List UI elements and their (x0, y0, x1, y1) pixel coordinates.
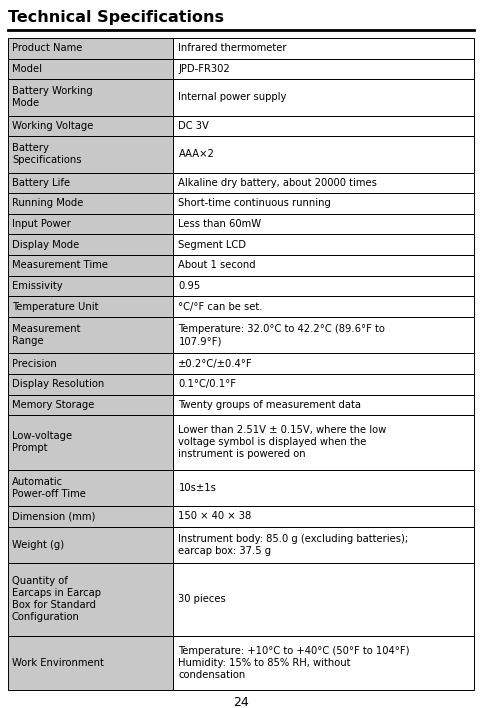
Bar (174, 527, 474, 563)
Bar (174, 193, 474, 214)
Bar (8, 374, 174, 394)
Text: Dimension (mm): Dimension (mm) (12, 511, 95, 521)
Text: Battery Working
Mode: Battery Working Mode (12, 86, 93, 108)
Bar (174, 353, 474, 374)
Bar (174, 234, 474, 255)
Bar (174, 255, 474, 275)
Text: Lower than 2.51V ± 0.15V, where the low
voltage symbol is displayed when the
ins: Lower than 2.51V ± 0.15V, where the low … (178, 426, 387, 459)
Text: AAA×2: AAA×2 (178, 149, 214, 159)
Bar (8, 38, 174, 59)
Text: Display Resolution: Display Resolution (12, 379, 104, 389)
Text: Quantity of
Earcaps in Earcap
Box for Standard
Configuration: Quantity of Earcaps in Earcap Box for St… (12, 576, 101, 622)
Text: Working Voltage: Working Voltage (12, 121, 94, 131)
Bar (174, 317, 474, 353)
Text: 0.95: 0.95 (178, 281, 201, 291)
Text: JPD-FR302: JPD-FR302 (178, 64, 230, 74)
Bar (8, 234, 174, 255)
Bar (174, 563, 474, 636)
Bar (8, 275, 174, 297)
Bar (174, 115, 474, 136)
Text: Segment LCD: Segment LCD (178, 240, 246, 250)
Text: Model: Model (12, 64, 42, 74)
Bar (8, 79, 174, 115)
Bar (8, 136, 174, 173)
Bar (8, 173, 174, 193)
Text: Infrared thermometer: Infrared thermometer (178, 43, 287, 53)
Bar (8, 394, 174, 415)
Text: 24: 24 (233, 697, 249, 708)
Text: Twenty groups of measurement data: Twenty groups of measurement data (178, 400, 362, 410)
Text: Temperature: 32.0°C to 42.2°C (89.6°F to
107.9°F): Temperature: 32.0°C to 42.2°C (89.6°F to… (178, 324, 385, 346)
Bar (174, 173, 474, 193)
Bar (8, 563, 174, 636)
Text: Temperature: +10°C to +40°C (50°F to 104°F)
Humidity: 15% to 85% RH, without
con: Temperature: +10°C to +40°C (50°F to 104… (178, 646, 410, 680)
Bar (174, 136, 474, 173)
Text: Internal power supply: Internal power supply (178, 93, 287, 103)
Bar (8, 297, 174, 317)
Bar (174, 38, 474, 59)
Text: Running Mode: Running Mode (12, 198, 83, 208)
Text: ±0.2°C/±0.4°F: ±0.2°C/±0.4°F (178, 358, 253, 369)
Text: °C/°F can be set.: °C/°F can be set. (178, 302, 263, 312)
Text: Work Environment: Work Environment (12, 658, 104, 668)
Text: DC 3V: DC 3V (178, 121, 209, 131)
Bar (8, 527, 174, 563)
Bar (8, 115, 174, 136)
Bar (174, 297, 474, 317)
Text: Battery
Specifications: Battery Specifications (12, 143, 81, 166)
Bar (174, 394, 474, 415)
Bar (174, 415, 474, 469)
Bar (8, 193, 174, 214)
Text: Battery Life: Battery Life (12, 178, 70, 188)
Bar (8, 255, 174, 275)
Bar (174, 214, 474, 234)
Bar (174, 374, 474, 394)
Text: Low-voltage
Prompt: Low-voltage Prompt (12, 431, 72, 453)
Text: Emissivity: Emissivity (12, 281, 63, 291)
Text: Precision: Precision (12, 358, 57, 369)
Bar (8, 317, 174, 353)
Bar (174, 506, 474, 527)
Bar (8, 415, 174, 469)
Text: Automatic
Power-off Time: Automatic Power-off Time (12, 476, 86, 499)
Bar (174, 59, 474, 79)
Bar (8, 353, 174, 374)
Text: Technical Specifications: Technical Specifications (8, 10, 224, 25)
Text: Display Mode: Display Mode (12, 240, 79, 250)
Text: Instrument body: 85.0 g (excluding batteries);
earcap box: 37.5 g: Instrument body: 85.0 g (excluding batte… (178, 534, 409, 556)
Bar (174, 79, 474, 115)
Text: Measurement Time: Measurement Time (12, 261, 108, 270)
Bar (8, 506, 174, 527)
Text: Product Name: Product Name (12, 43, 82, 53)
Text: Temperature Unit: Temperature Unit (12, 302, 98, 312)
Text: Alkaline dry battery, about 20000 times: Alkaline dry battery, about 20000 times (178, 178, 377, 188)
Text: Memory Storage: Memory Storage (12, 400, 94, 410)
Text: 10s±1s: 10s±1s (178, 483, 216, 493)
Bar (8, 214, 174, 234)
Text: 30 pieces: 30 pieces (178, 594, 226, 604)
Bar (174, 275, 474, 297)
Text: 150 × 40 × 38: 150 × 40 × 38 (178, 511, 252, 521)
Text: Less than 60mW: Less than 60mW (178, 219, 262, 229)
Text: Measurement
Range: Measurement Range (12, 324, 80, 346)
Text: About 1 second: About 1 second (178, 261, 256, 270)
Text: Input Power: Input Power (12, 219, 71, 229)
Bar (174, 636, 474, 690)
Bar (8, 469, 174, 506)
Bar (174, 469, 474, 506)
Text: Weight (g): Weight (g) (12, 539, 64, 549)
Bar (8, 59, 174, 79)
Text: Short-time continuous running: Short-time continuous running (178, 198, 331, 208)
Bar (8, 636, 174, 690)
Text: 0.1°C/0.1°F: 0.1°C/0.1°F (178, 379, 237, 389)
